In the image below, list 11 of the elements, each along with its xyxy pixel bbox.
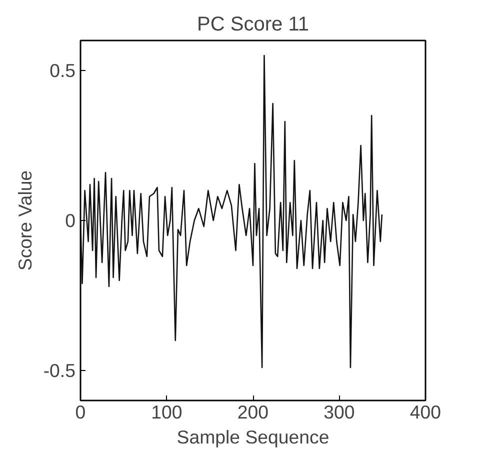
y-tick-label: 0.5 <box>50 60 76 81</box>
x-tick-label: 400 <box>410 402 442 422</box>
chart-title: PC Score 11 <box>197 14 309 36</box>
x-axis-title: Sample Sequence <box>176 426 330 448</box>
line-series <box>80 54 383 368</box>
x-tick-label: 300 <box>324 402 355 422</box>
y-tick-label: 0 <box>65 210 76 231</box>
y-axis-title: Score Value <box>14 170 36 271</box>
x-tick-label: 100 <box>151 402 182 422</box>
y-tick-label: -0.5 <box>43 360 76 381</box>
x-tick-label: 200 <box>237 402 269 422</box>
